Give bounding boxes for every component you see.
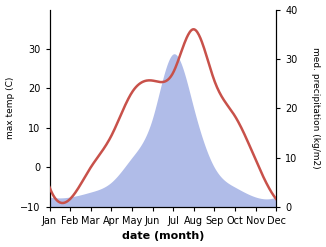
Y-axis label: med. precipitation (kg/m2): med. precipitation (kg/m2) (311, 47, 320, 169)
Y-axis label: max temp (C): max temp (C) (6, 77, 15, 139)
X-axis label: date (month): date (month) (122, 231, 204, 242)
